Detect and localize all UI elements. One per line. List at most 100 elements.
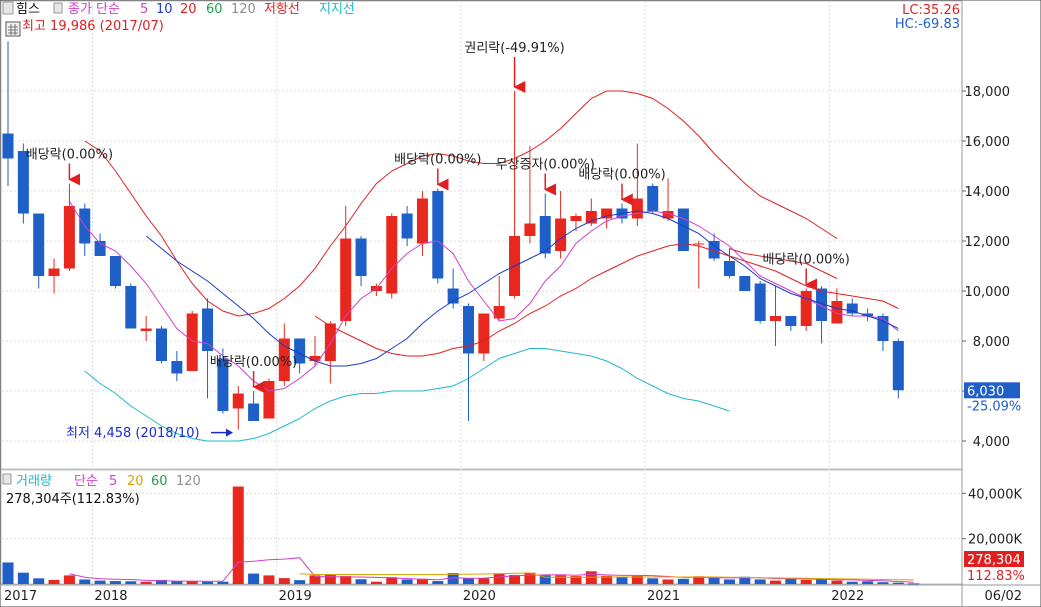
support-label: 지지선 [319, 2, 355, 17]
ma10-line [145, 210, 899, 367]
event-label: 배당락(0.00%) [578, 168, 665, 183]
candle-body [232, 393, 244, 409]
candle-body [217, 358, 229, 411]
time-tick-label: 2020 [463, 589, 496, 604]
volume-bar [156, 579, 167, 584]
volume-bar [248, 573, 260, 584]
time-tick-label: 2018 [94, 589, 127, 604]
candle-body [846, 303, 858, 314]
calendar-icon-grid [8, 24, 18, 35]
candle-body [754, 283, 766, 321]
low-marker: 최저 4,458 (2018/10) [66, 426, 233, 441]
volume-bar [355, 579, 367, 584]
volume-tick-label: 20,000K [968, 533, 1022, 548]
candle-body [770, 316, 781, 321]
candle-body [202, 308, 214, 351]
volume-bar [708, 576, 720, 584]
time-tick-label: 2019 [279, 589, 312, 604]
volume-badge-change: 112.83% [967, 569, 1025, 584]
candle-body [17, 151, 29, 214]
volume-bar [94, 580, 106, 584]
volume-bar [509, 574, 521, 584]
ma10-label: 10 [156, 2, 173, 17]
volume-ma5-label: 5 [109, 474, 117, 489]
candle-body [570, 216, 582, 221]
indicator-lines [84, 90, 838, 442]
price-badge-box [964, 382, 1020, 399]
price-tick-label: 8,000 [973, 335, 1010, 350]
volume-bar [125, 581, 137, 584]
candle-body [785, 316, 797, 326]
indicator-name[interactable]: 힘스 [16, 2, 40, 17]
candle-body [816, 288, 828, 321]
ma-toggle-icon[interactable] [53, 2, 63, 14]
grid [2, 1, 962, 584]
volume-bar [493, 573, 505, 584]
moving-average-lines [68, 200, 899, 392]
volume-bar [17, 572, 29, 584]
volume-bar [63, 575, 75, 584]
candle-body [309, 356, 321, 361]
candle-body [478, 313, 490, 354]
volume-bar [217, 581, 229, 584]
candle-body [94, 241, 106, 256]
candle-body [493, 306, 505, 319]
lc-value: LC:35.26 [902, 3, 960, 18]
volume-bar [524, 572, 536, 584]
candle-body [416, 198, 428, 244]
ma60-label: 60 [206, 2, 223, 17]
volume-bar [601, 575, 613, 584]
candle-body [2, 133, 14, 159]
volume-bar [186, 581, 198, 584]
volume-bar [831, 580, 843, 584]
ma5-label: 5 [140, 2, 148, 17]
low-arrowhead-icon [226, 428, 233, 437]
volume-bar [616, 576, 628, 584]
price-tick-label: 10,000 [965, 285, 1011, 300]
volume-bar [294, 580, 306, 584]
volume-ma120-label: 120 [176, 474, 201, 489]
candle-body [125, 286, 137, 329]
event-label: 배당락(0.00%) [763, 253, 850, 268]
resistance-line-2 [729, 248, 838, 279]
ma120-label: 120 [231, 2, 256, 17]
volume-bar [677, 578, 689, 584]
volume-bar [432, 581, 444, 584]
ma-prefix: 종가 단순 [68, 2, 120, 17]
candle-body [33, 213, 45, 276]
volume-toggle-icon[interactable] [2, 473, 12, 485]
ma20-label: 20 [180, 2, 197, 17]
candle-body [171, 361, 183, 374]
candle-body [186, 313, 198, 371]
volume-ma-lines [69, 557, 914, 583]
price-tick-label: 16,000 [965, 135, 1011, 150]
volume-bar [263, 575, 275, 584]
calendar-icon[interactable] [5, 21, 21, 37]
candle-body [601, 208, 613, 219]
candle-body [401, 213, 413, 239]
price-badge-value: 6,030 [967, 384, 1004, 399]
volume-bar [555, 575, 567, 584]
volume-bar [539, 575, 551, 584]
volume-bar [463, 578, 474, 584]
volume-bar [309, 575, 321, 584]
volume-ma60-label: 60 [151, 474, 168, 489]
candle-body [555, 218, 567, 251]
legend-toggle-icon[interactable] [2, 1, 14, 15]
candle-body [631, 198, 643, 219]
price-tick-label: 12,000 [965, 235, 1011, 250]
candle-body [48, 268, 60, 276]
volume-badge: 278,304 112.83% [964, 551, 1025, 584]
volume-bar [754, 579, 766, 584]
volume-bar [340, 576, 352, 584]
volume-badge-box [964, 551, 1024, 567]
volume-bar [202, 581, 214, 584]
volume-bar [800, 579, 812, 584]
volume-ma-prefix: 단순 [74, 474, 98, 489]
candle-body [539, 216, 551, 254]
volume-title: 거래량 [16, 474, 52, 489]
volume-tick-label: 40,000K [968, 487, 1022, 502]
volume-bar [862, 581, 874, 584]
ma5-line [68, 200, 899, 392]
